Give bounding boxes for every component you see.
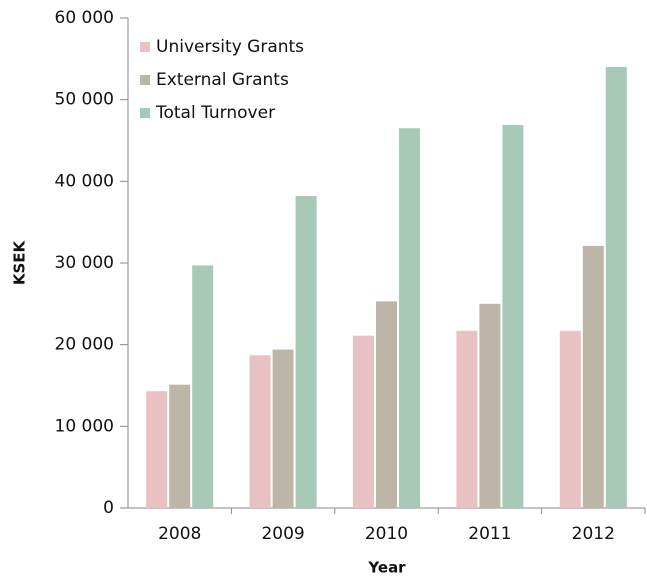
legend-label: External Grants xyxy=(156,70,289,90)
x-tick-label: 2008 xyxy=(158,524,201,544)
bar xyxy=(169,384,191,508)
legend-swatch xyxy=(140,108,150,118)
legend-label: University Grants xyxy=(156,37,304,57)
bar xyxy=(295,196,317,509)
y-tick-label: 0 xyxy=(103,498,114,518)
y-tick-label: 20 000 xyxy=(55,335,114,355)
bar xyxy=(456,330,478,508)
x-tick-label: 2010 xyxy=(365,524,408,544)
bar xyxy=(582,245,604,508)
bar xyxy=(272,349,294,508)
bar xyxy=(376,301,397,508)
bar xyxy=(192,265,214,508)
bar xyxy=(353,335,374,508)
bar xyxy=(559,330,581,508)
x-axis-label: Year xyxy=(367,559,406,577)
y-tick-label: 50 000 xyxy=(55,90,114,110)
bar xyxy=(502,124,524,508)
y-tick-label: 40 000 xyxy=(55,171,114,191)
y-tick-label: 30 000 xyxy=(55,253,114,273)
legend-swatch xyxy=(140,42,150,52)
x-tick-label: 2011 xyxy=(468,524,511,544)
bar xyxy=(146,391,168,508)
x-tick-label: 2009 xyxy=(261,524,304,544)
y-tick-label: 60 000 xyxy=(55,8,114,28)
x-tick-label: 2012 xyxy=(572,524,615,544)
legend-swatch xyxy=(140,75,150,85)
y-axis-label: KSEK xyxy=(11,239,29,285)
legend-label: Total Turnover xyxy=(155,103,275,123)
bar xyxy=(479,303,501,508)
bar xyxy=(399,128,420,508)
bar xyxy=(249,355,271,508)
bar xyxy=(605,67,627,508)
y-tick-label: 10 000 xyxy=(55,416,114,436)
